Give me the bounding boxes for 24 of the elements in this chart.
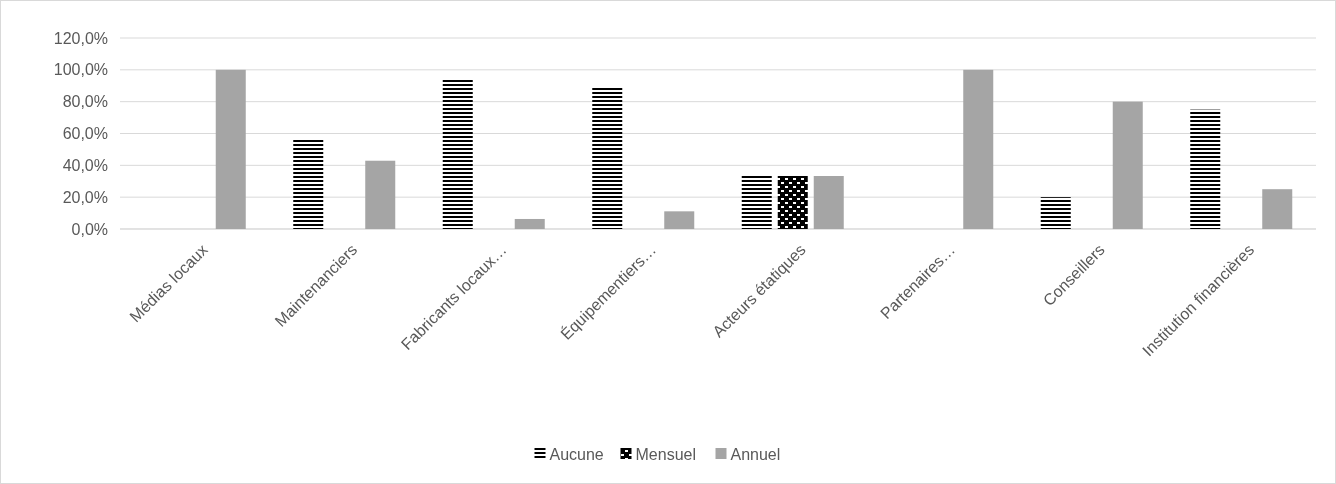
bar (777, 176, 808, 229)
y-tick-label: 60,0% (62, 125, 108, 143)
bar (514, 218, 545, 229)
y-tick-label: 80,0% (62, 93, 108, 111)
bar (215, 69, 246, 229)
legend-label: Annuel (730, 445, 781, 463)
bar (1040, 197, 1071, 229)
y-tick-label: 40,0% (62, 156, 108, 174)
y-tick-label: 100,0% (53, 61, 108, 79)
bar (664, 211, 695, 229)
legend-label: Mensuel (635, 445, 696, 463)
bar (1262, 189, 1293, 229)
bar (592, 87, 623, 229)
bar (813, 176, 844, 229)
y-tick-label: 120,0% (53, 29, 108, 47)
legend-label: Aucune (549, 445, 604, 463)
bar (741, 176, 772, 229)
bar (1190, 109, 1221, 229)
bar (365, 160, 396, 229)
bar (963, 69, 994, 229)
bar (442, 79, 473, 229)
y-tick-label: 20,0% (62, 188, 108, 206)
y-tick-label: 0,0% (71, 220, 108, 238)
bar (1112, 101, 1143, 229)
